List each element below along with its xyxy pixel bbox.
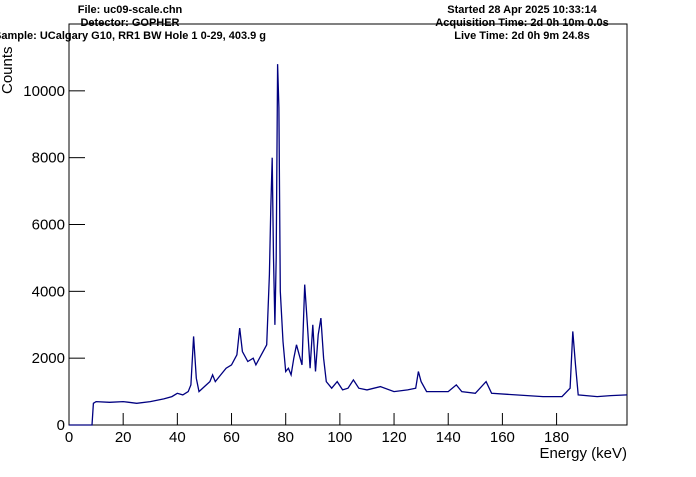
header-text: Sample: UCalgary G10, RR1 BW Hole 1 0-29… — [0, 30, 266, 42]
x-tick-label: 140 — [436, 429, 461, 446]
y-axis-label: Counts — [0, 46, 16, 94]
x-tick-label: 60 — [223, 429, 240, 446]
header-text: Acquisition Time: 2d 0h 10m 0.0s — [435, 17, 608, 29]
x-tick-label: 160 — [490, 429, 515, 446]
x-tick-label: 80 — [277, 429, 294, 446]
y-tick-label: 0 — [57, 417, 65, 434]
x-tick-label: 180 — [544, 429, 569, 446]
y-tick-label: 2000 — [32, 350, 65, 367]
spectrum-line — [69, 64, 628, 426]
header-text: Detector: GOPHER — [80, 17, 179, 29]
x-tick-label: 20 — [115, 429, 132, 446]
y-tick-label: 4000 — [32, 283, 65, 300]
x-tick-label: 0 — [65, 429, 73, 446]
x-axis-label: Energy (keV) — [539, 445, 627, 462]
plot-frame — [68, 23, 628, 426]
x-tick-label: 100 — [327, 429, 352, 446]
x-tick-label: 120 — [382, 429, 407, 446]
x-tick-label: 40 — [169, 429, 186, 446]
y-tick-label: 10000 — [23, 83, 65, 100]
header-text: Live Time: 2d 0h 9m 24.8s — [454, 30, 590, 42]
y-tick-label: 6000 — [32, 217, 65, 234]
header-text: Started 28 Apr 2025 10:33:14 — [447, 4, 597, 16]
y-tick-label: 8000 — [32, 150, 65, 167]
header-text: File: uc09-scale.chn — [78, 4, 183, 16]
